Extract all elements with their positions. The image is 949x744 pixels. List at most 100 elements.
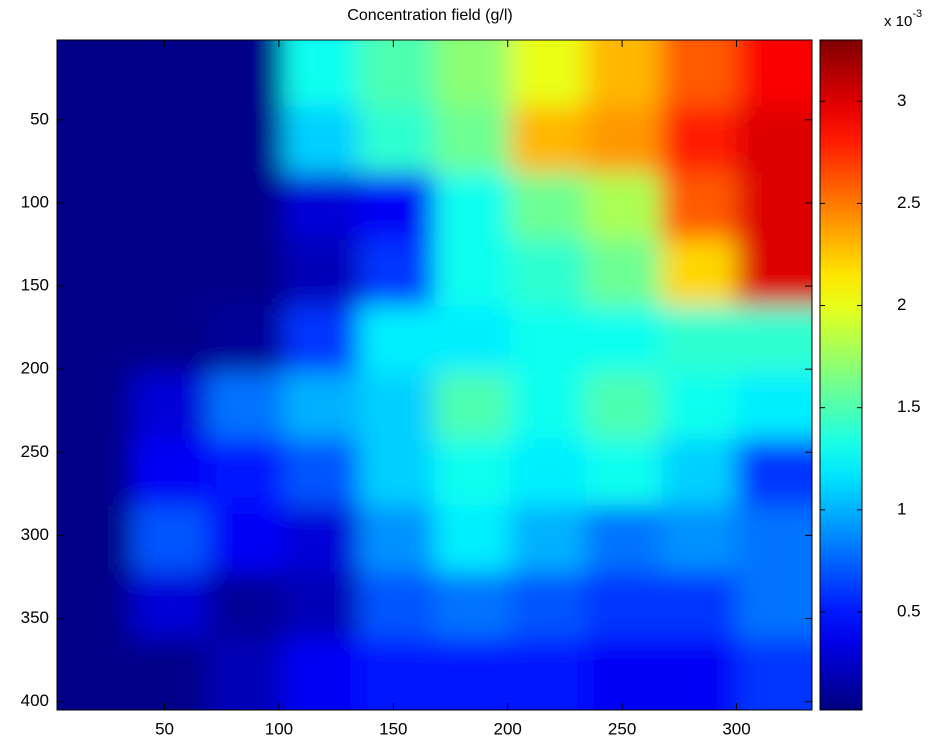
heatmap-cell <box>133 373 210 441</box>
heatmap-cell <box>208 173 285 241</box>
heatmap-cell <box>359 439 436 507</box>
y-tick-label: 100 <box>21 192 49 211</box>
heatmap-cell <box>586 572 663 640</box>
colorbar-tick-label: 2 <box>897 295 906 314</box>
x-tick-label: 200 <box>494 719 522 738</box>
heatmap-cell <box>284 306 361 374</box>
heatmap-cell <box>586 0 663 108</box>
x-tick-label: 250 <box>608 719 636 738</box>
y-tick-label: 400 <box>21 691 49 710</box>
heatmap-cell <box>208 572 285 640</box>
heatmap-cell <box>208 506 285 574</box>
heatmap-cell <box>359 506 436 574</box>
heatmap-cell <box>661 173 738 241</box>
heatmap-cell <box>586 439 663 507</box>
heatmap-cell <box>284 572 361 640</box>
heatmap-cell <box>133 572 210 640</box>
heatmap-cell <box>510 173 587 241</box>
colorbar-tick-label: 1.5 <box>897 397 921 416</box>
heatmap-cell <box>586 373 663 441</box>
y-tick-label: 150 <box>21 276 49 295</box>
colorbar-label: x 10-3 <box>884 8 922 30</box>
heatmap-cell <box>208 107 285 175</box>
y-tick-label: 300 <box>21 525 49 544</box>
heatmap-cell <box>284 373 361 441</box>
y-tick-label: 200 <box>21 359 49 378</box>
heatmap-cell <box>208 0 285 108</box>
heatmap-cell <box>661 0 738 108</box>
heatmap-cell <box>510 306 587 374</box>
heatmap-cell <box>284 639 361 744</box>
y-tick-label: 50 <box>30 109 49 128</box>
heatmap-cell <box>661 439 738 507</box>
heatmap-cell <box>359 240 436 308</box>
x-tick-label: 50 <box>155 719 174 738</box>
heatmap-cell <box>17 373 134 441</box>
heatmap-cell <box>133 0 210 108</box>
heatmap-cell <box>435 240 512 308</box>
heatmap-cell <box>510 373 587 441</box>
colorbar-tick-label: 1 <box>897 499 906 518</box>
heatmap-cell <box>661 373 738 441</box>
heatmap-cell <box>359 107 436 175</box>
heatmap-cell <box>359 173 436 241</box>
heatmap-cell <box>661 306 738 374</box>
colorbar-tick-label: 3 <box>897 91 906 110</box>
x-tick-label: 300 <box>722 719 750 738</box>
heatmap-cell <box>510 439 587 507</box>
chart-title: Concentration field (g/l) <box>347 7 512 24</box>
heatmap-cell <box>586 240 663 308</box>
x-tick-label: 150 <box>379 719 407 738</box>
heatmap-cell <box>284 107 361 175</box>
x-tick-label: 100 <box>265 719 293 738</box>
y-tick-label: 250 <box>21 442 49 461</box>
heatmap-field <box>17 0 853 744</box>
heatmap-cell <box>510 506 587 574</box>
heatmap-cell <box>435 173 512 241</box>
heatmap-cell <box>359 373 436 441</box>
heatmap-cell <box>359 306 436 374</box>
heatmap-cell <box>435 373 512 441</box>
colorbar-tick-label: 2.5 <box>897 193 921 212</box>
heatmap-cell <box>510 572 587 640</box>
heatmap-cell <box>586 306 663 374</box>
colorbar-exponent: -3 <box>912 8 922 20</box>
heatmap-cell <box>661 506 738 574</box>
heatmap-cell <box>17 240 134 308</box>
heatmap-cell <box>435 572 512 640</box>
heatmap-cell <box>133 173 210 241</box>
heatmap-cell <box>284 439 361 507</box>
heatmap-cell <box>586 107 663 175</box>
heatmap-cell <box>661 107 738 175</box>
chart: Concentration field (g/l) x 10-3 5010015… <box>0 0 949 744</box>
heatmap-cell <box>208 306 285 374</box>
heatmap-cell <box>435 306 512 374</box>
heatmap-cell <box>208 439 285 507</box>
colorbar-base: x 10 <box>884 13 912 30</box>
heatmap-cell <box>435 107 512 175</box>
heatmap-cell <box>284 240 361 308</box>
colorbar <box>820 40 862 710</box>
heatmap-cell <box>586 506 663 574</box>
heatmap-cell <box>208 373 285 441</box>
heatmap-cell <box>661 240 738 308</box>
heatmap-cell <box>510 0 587 108</box>
heatmap-cell <box>284 173 361 241</box>
heatmap-cell <box>510 107 587 175</box>
heatmap-cell <box>359 572 436 640</box>
heatmap-cell <box>133 306 210 374</box>
heatmap-cell <box>133 439 210 507</box>
heatmap-cell <box>133 240 210 308</box>
heatmap-cell <box>208 240 285 308</box>
heatmap-cell <box>586 173 663 241</box>
heatmap-cell <box>17 0 134 108</box>
colorbar-tick-label: 0.5 <box>897 601 921 620</box>
heatmap-cells <box>17 0 853 744</box>
heatmap-cell <box>435 439 512 507</box>
heatmap-cell <box>133 506 210 574</box>
heatmap-cell <box>284 506 361 574</box>
heatmap-cell <box>435 506 512 574</box>
y-tick-label: 350 <box>21 608 49 627</box>
heatmap-cell <box>133 107 210 175</box>
heatmap-cell <box>510 240 587 308</box>
